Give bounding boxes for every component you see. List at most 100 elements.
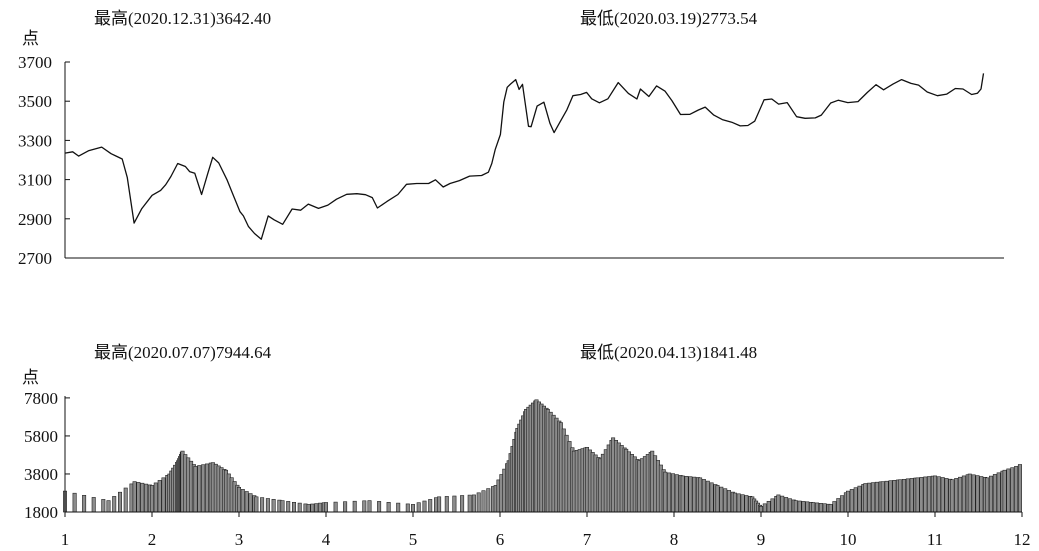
volume-bar xyxy=(919,477,924,513)
bottom-y-tick-label: 1800 xyxy=(24,503,58,522)
top-annotation-high: 最高(2020.12.31)3642.40 xyxy=(94,9,271,28)
volume-bar xyxy=(343,501,348,513)
bottom-y-tick-label: 7800 xyxy=(24,389,58,408)
volume-bar xyxy=(954,478,959,513)
x-tick-label: 2 xyxy=(148,530,157,549)
volume-bar xyxy=(323,502,328,513)
volume-bar xyxy=(979,476,984,513)
volume-bar xyxy=(437,496,442,513)
volume-bar xyxy=(667,472,672,513)
volume-bar xyxy=(901,478,906,513)
volume-bar xyxy=(386,501,391,513)
volume-bar xyxy=(801,501,806,513)
volume-bar xyxy=(452,495,457,513)
volume-bar xyxy=(836,498,841,513)
volume-bar xyxy=(680,475,685,513)
top-y-unit-label: 点 xyxy=(22,29,39,48)
volume-bar xyxy=(318,502,323,513)
volume-bar xyxy=(460,495,465,513)
volume-bar xyxy=(944,478,949,513)
top-y-tick-label: 3300 xyxy=(18,131,52,150)
volume-bar xyxy=(314,503,319,513)
volume-bar xyxy=(101,499,106,513)
volume-bar xyxy=(197,465,202,513)
volume-bar xyxy=(106,500,111,513)
bottom-y-unit-label: 点 xyxy=(22,368,39,387)
volume-bar xyxy=(118,491,123,513)
volume-bar xyxy=(967,473,972,513)
volume-bar xyxy=(157,480,162,513)
volume-bar xyxy=(736,493,741,513)
volume-bar xyxy=(936,476,941,513)
top-annotation-low: 最低(2020.03.19)2773.54 xyxy=(580,9,758,28)
volume-bar xyxy=(271,498,276,513)
volume-bar xyxy=(996,472,1001,513)
volume-bar xyxy=(732,492,737,513)
volume-bar xyxy=(871,482,876,513)
volume-bar xyxy=(486,488,491,513)
x-tick-label: 5 xyxy=(409,530,418,549)
volume-bar xyxy=(91,497,96,513)
x-tick-label: 6 xyxy=(496,530,505,549)
volume-bar xyxy=(193,466,198,513)
volume-bar xyxy=(306,504,311,513)
volume-bar xyxy=(818,502,823,513)
volume-bar xyxy=(705,480,710,513)
volume-bar xyxy=(715,485,720,513)
volume-bar xyxy=(161,477,166,513)
volume-bar xyxy=(410,504,415,513)
volume-bar xyxy=(863,483,868,513)
volume-bar xyxy=(150,485,155,513)
bottom-annotation-high: 最高(2020.07.07)7944.64 xyxy=(94,343,272,362)
volume-bar xyxy=(849,489,854,513)
x-tick-label: 1 xyxy=(61,530,70,549)
volume-bar xyxy=(1014,466,1019,513)
volume-bar xyxy=(132,481,137,513)
volume-bar xyxy=(950,479,955,513)
volume-bar xyxy=(822,503,827,513)
top-y-tick-label: 2900 xyxy=(18,210,52,229)
top-line-chart: 最高(2020.12.31)3642.40 最低(2020.03.19)2773… xyxy=(18,9,1004,268)
volume-bar xyxy=(82,494,87,513)
volume-bar xyxy=(762,503,767,513)
volume-bar xyxy=(333,501,338,513)
volume-bar xyxy=(684,475,689,513)
volume-bar xyxy=(405,503,410,513)
volume-bar xyxy=(670,473,675,513)
volume-bar xyxy=(840,495,845,513)
top-y-tick-label: 3100 xyxy=(18,171,52,190)
volume-bar xyxy=(297,502,302,513)
volume-bar xyxy=(888,480,893,513)
x-tick-label: 11 xyxy=(927,530,943,549)
bottom-annotation-low: 最低(2020.04.13)1841.48 xyxy=(580,343,757,362)
volume-bar xyxy=(362,500,367,513)
volume-bar xyxy=(905,478,910,513)
volume-bar xyxy=(1010,467,1015,513)
volume-bar xyxy=(701,479,706,513)
volume-bar xyxy=(828,504,833,513)
volume-bar xyxy=(416,502,421,513)
volume-bar xyxy=(291,501,296,513)
volume-bar xyxy=(140,482,145,513)
volume-bar xyxy=(784,497,789,513)
volume-bar xyxy=(884,480,889,513)
volume-bar xyxy=(961,475,966,513)
volume-bar xyxy=(985,477,990,513)
volume-bar xyxy=(909,478,914,513)
volume-bar xyxy=(674,474,679,513)
volume-bar xyxy=(744,495,749,513)
volume-bar xyxy=(244,491,249,513)
x-tick-label: 10 xyxy=(840,530,857,549)
volume-bar xyxy=(377,501,382,513)
volume-bar xyxy=(740,494,745,513)
volume-bar xyxy=(663,471,668,513)
volume-bar xyxy=(867,482,872,513)
volume-bar xyxy=(723,488,728,513)
volume-bar xyxy=(396,502,401,513)
volume-bar xyxy=(988,475,993,513)
volume-bar xyxy=(688,476,693,513)
volume-bar xyxy=(797,500,802,513)
volume-bar xyxy=(880,481,885,513)
top-y-tick-label: 2700 xyxy=(18,249,52,268)
